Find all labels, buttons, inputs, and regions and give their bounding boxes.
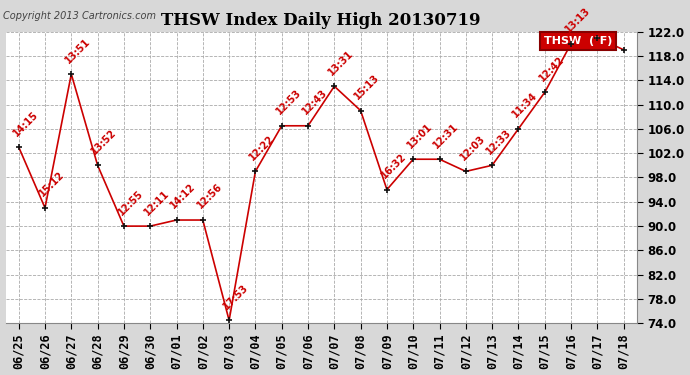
Text: 12:31: 12:31 bbox=[432, 121, 461, 150]
Text: 12:22: 12:22 bbox=[248, 133, 277, 162]
Text: 14:12: 14:12 bbox=[168, 182, 197, 211]
Text: 12:33: 12:33 bbox=[484, 127, 513, 156]
Text: 12:03: 12:03 bbox=[458, 133, 487, 162]
Text: 14:15: 14:15 bbox=[11, 109, 40, 138]
Text: Copyright 2013 Cartronics.com: Copyright 2013 Cartronics.com bbox=[3, 11, 157, 21]
Text: 12:42: 12:42 bbox=[537, 54, 566, 83]
Text: 12:53: 12:53 bbox=[274, 88, 303, 117]
Text: 15:13: 15:13 bbox=[353, 72, 382, 102]
Text: 12:11: 12:11 bbox=[142, 188, 171, 217]
Text: 13:13: 13:13 bbox=[563, 6, 592, 34]
Text: 11:34: 11:34 bbox=[511, 91, 540, 120]
Text: 12:43: 12:43 bbox=[300, 88, 329, 117]
Text: 15:12: 15:12 bbox=[37, 170, 66, 199]
Text: 13:52: 13:52 bbox=[90, 127, 119, 156]
Text: THSW  (°F): THSW (°F) bbox=[544, 36, 612, 46]
Title: THSW Index Daily High 20130719: THSW Index Daily High 20130719 bbox=[161, 12, 481, 28]
Text: 13:01: 13:01 bbox=[405, 121, 434, 150]
Text: 13:31: 13:31 bbox=[326, 48, 355, 77]
Text: 17:53: 17:53 bbox=[221, 282, 250, 311]
Text: 16:32: 16:32 bbox=[379, 152, 408, 180]
Text: 12:56: 12:56 bbox=[195, 182, 224, 211]
Text: 12:55: 12:55 bbox=[116, 188, 145, 217]
Text: 13:51: 13:51 bbox=[63, 36, 92, 65]
